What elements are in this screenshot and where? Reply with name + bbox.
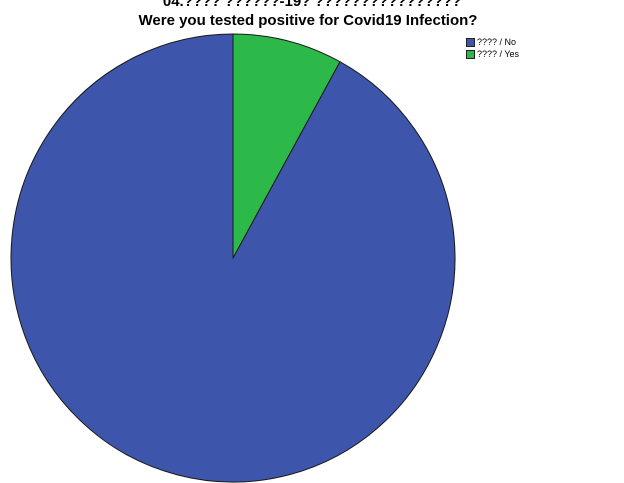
chart-supertitle: 04.???? ??????-19? ???????????????? <box>162 0 462 10</box>
legend-label-no: ???? / No <box>477 37 517 47</box>
legend-label-yes: ???? / Yes <box>477 49 520 59</box>
chart-legend: ???? / No ???? / Yes <box>466 36 519 60</box>
legend-item-yes: ???? / Yes <box>466 48 519 60</box>
legend-swatch-no <box>466 37 475 47</box>
pie-slice-yes <box>232 33 341 259</box>
legend-item-no: ???? / No <box>466 36 519 48</box>
chart-title: Were you tested positive for Covid19 Inf… <box>138 12 478 29</box>
legend-swatch-yes <box>466 49 475 59</box>
